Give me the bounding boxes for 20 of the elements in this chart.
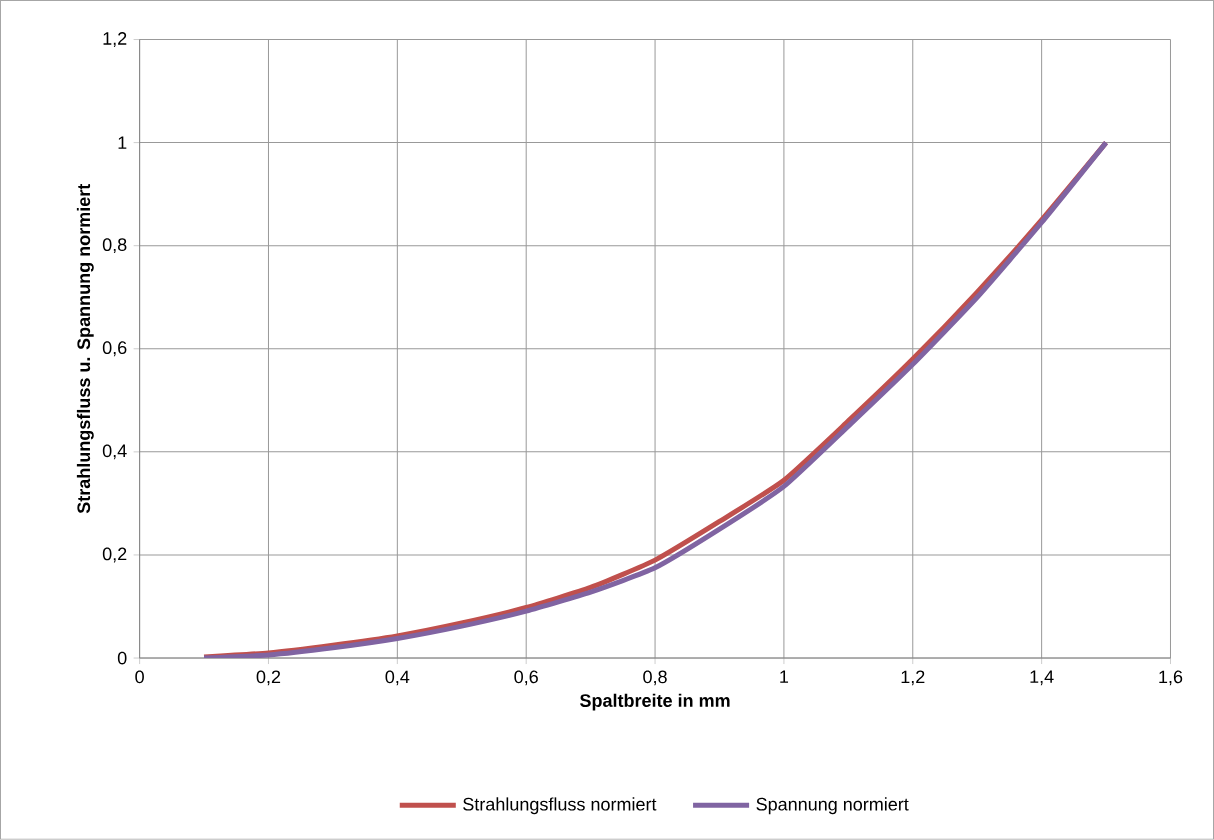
- y-tick-label: 1: [118, 136, 127, 149]
- legend-label: Strahlungsfluss normiert: [463, 797, 657, 815]
- y-tick-label: 1,2: [103, 32, 127, 48]
- y-axis-title: Strahlungsfluss u. Spannung normiert: [76, 184, 94, 514]
- x-axis-title: Spaltbreite in mm: [580, 693, 730, 711]
- x-tick-label: 1,2: [901, 670, 925, 686]
- x-tick-label: 0: [135, 670, 144, 684]
- y-tick-label: 0,4: [102, 444, 127, 460]
- x-tick-label: 1,6: [1159, 670, 1183, 686]
- x-tick-label: 0,8: [643, 670, 667, 686]
- y-tick-label: 0,2: [102, 547, 127, 563]
- x-tick-label: 0,4: [385, 670, 410, 686]
- x-tick-label: 0,2: [256, 670, 281, 686]
- y-tick-label: 0,6: [102, 341, 127, 357]
- x-tick-label: 1: [780, 670, 789, 683]
- x-tick-label: 0,6: [514, 670, 538, 686]
- y-tick-label: 0: [117, 651, 127, 665]
- legend-label: Spannung normiert: [756, 797, 909, 815]
- x-tick-label: 1,4: [1030, 670, 1054, 686]
- y-tick-label: 0,8: [102, 238, 127, 254]
